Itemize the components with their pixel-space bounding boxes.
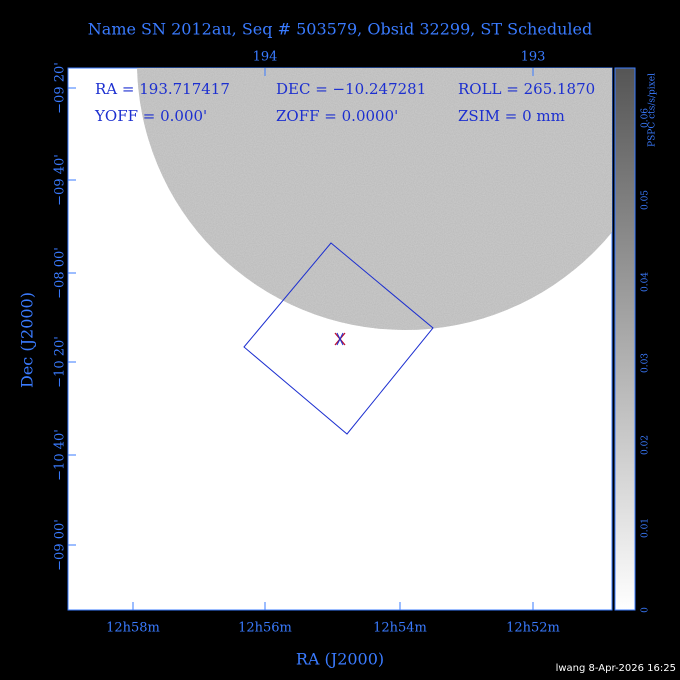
bottom-tick-label: 12h58m bbox=[106, 621, 160, 636]
y-axis-label: Dec (J2000) bbox=[18, 292, 37, 388]
bottom-tick-label: 12h54m bbox=[373, 621, 427, 636]
info-text: YOFF = 0.000' bbox=[94, 107, 207, 125]
footer-credit: lwang 8-Apr-2026 16:25 bbox=[556, 663, 676, 674]
info-text: ROLL = 265.1870 bbox=[458, 80, 595, 98]
detector-outline bbox=[243, 242, 434, 435]
left-tick-label: −10 20' bbox=[53, 336, 68, 388]
colorbar bbox=[614, 67, 636, 611]
info-text: ZOFF = 0.0000' bbox=[276, 107, 398, 125]
colorbar-tick-label: 0.02 bbox=[641, 435, 651, 455]
left-tick-label: −10 40' bbox=[53, 429, 68, 481]
colorbar-tick-label: 0.03 bbox=[641, 353, 651, 373]
info-text: RA = 193.717417 bbox=[95, 80, 230, 98]
left-tick-label: −08 00' bbox=[53, 247, 68, 299]
colorbar-tick-label: 0.06 bbox=[641, 108, 651, 128]
colorbar-label: PSPC cts/s/pixel bbox=[648, 73, 658, 147]
left-tick-label: −09 20' bbox=[53, 62, 68, 114]
title: Name SN 2012au, Seq # 503579, Obsid 3229… bbox=[88, 20, 592, 39]
top-tick-label: 194 bbox=[253, 50, 278, 65]
info-text: ZSIM = 0 mm bbox=[458, 107, 565, 125]
colorbar-tick-label: 0.01 bbox=[641, 518, 651, 538]
sky-image bbox=[130, 68, 612, 340]
x-axis-label: RA (J2000) bbox=[296, 650, 384, 669]
colorbar-tick-label: 0 bbox=[641, 607, 651, 613]
target-marker-blue bbox=[336, 332, 344, 346]
bottom-tick-label: 12h52m bbox=[506, 621, 560, 636]
info-text: DEC = −10.247281 bbox=[276, 80, 426, 98]
left-tick-label: −09 00' bbox=[53, 519, 68, 571]
left-tick-label: −09 40' bbox=[53, 154, 68, 206]
bottom-tick-label: 12h56m bbox=[238, 621, 292, 636]
colorbar-tick-label: 0.04 bbox=[641, 272, 651, 292]
colorbar-tick-label: 0.05 bbox=[641, 190, 651, 210]
top-tick-label: 193 bbox=[521, 50, 546, 65]
